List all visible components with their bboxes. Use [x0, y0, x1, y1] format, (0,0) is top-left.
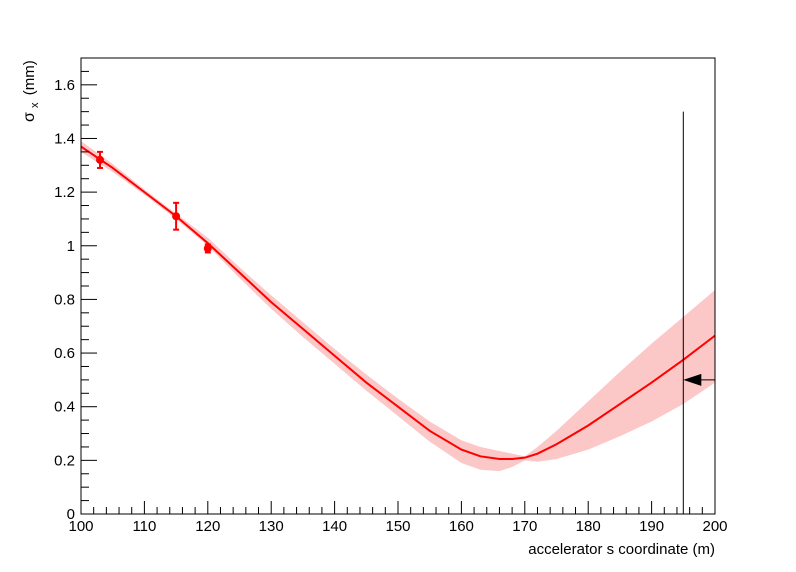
marker-arrow-head: [683, 373, 702, 386]
y-tick-label: 0.6: [54, 345, 75, 362]
y-tick-label: 1: [67, 238, 75, 255]
fit-curve: [80, 145, 716, 461]
y-tick-label: 0: [67, 506, 75, 523]
y-tick-label: 0.4: [54, 399, 75, 416]
data-point-0: [96, 150, 105, 169]
y-tick-label: 1.2: [54, 184, 75, 201]
y-tick-label: 1.6: [54, 77, 75, 94]
data-point-1: [172, 201, 181, 231]
x-tick-label: 190: [639, 518, 664, 535]
y-tick-label: 1.4: [54, 130, 75, 147]
y-tick-label: 0.2: [54, 452, 75, 469]
x-tick-label: 100: [68, 518, 93, 535]
y-axis-title-subscript: x: [29, 102, 41, 108]
x-tick-label: 160: [449, 518, 474, 535]
data-points-layer: [96, 150, 212, 254]
x-tick-label: 150: [385, 518, 410, 535]
x-tick-label: 180: [576, 518, 601, 535]
x-tick-label: 140: [322, 518, 347, 535]
x-tick-label: 120: [195, 518, 220, 535]
data-point-2: [203, 243, 212, 254]
uncertainty-band-layer: [81, 141, 715, 472]
x-tick-label: 130: [259, 518, 284, 535]
x-axis-title: accelerator s coordinate (m): [528, 541, 715, 558]
uncertainty-band: [81, 141, 715, 472]
data-point-marker-0: [96, 155, 105, 164]
fit-curve-layer: [80, 145, 716, 461]
x-tick-label: 200: [702, 518, 727, 535]
y-axis: 0 0.2 0.4 0.6 0.8 1 1.2 1.4 1.6: [54, 57, 97, 523]
data-point-marker-2: [203, 244, 212, 253]
marker-layer: [682, 111, 715, 514]
x-axis: 100 110 120 130 140 150 160 170 180 190 200: [68, 501, 728, 535]
y-axis-title: σ x (mm): [21, 60, 42, 122]
y-axis-title-unit: (mm): [21, 60, 38, 95]
data-point-marker-1: [172, 212, 181, 221]
y-tick-label: 0.8: [54, 291, 75, 308]
x-tick-label: 170: [512, 518, 537, 535]
y-axis-title-symbol: σ: [21, 112, 38, 122]
x-tick-label: 110: [132, 518, 156, 535]
